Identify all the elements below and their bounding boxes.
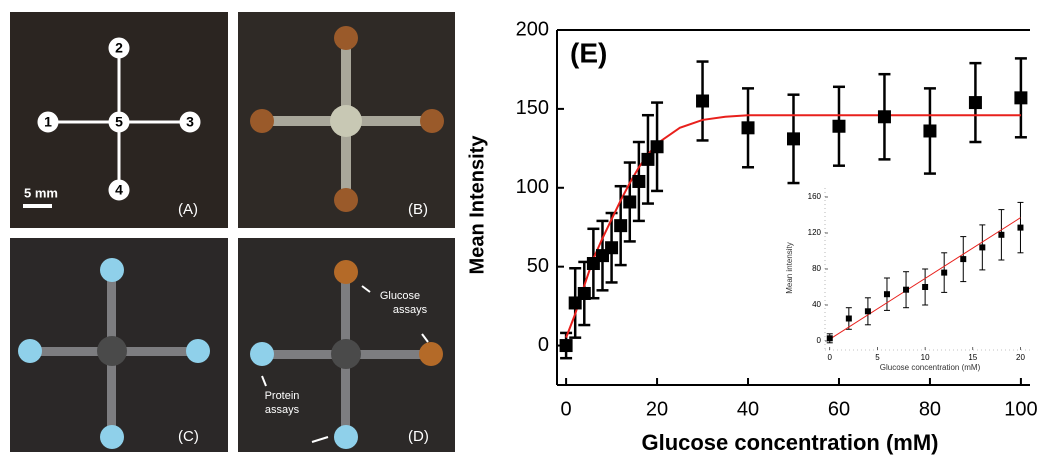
panel-label: (D) — [408, 428, 429, 445]
data-point — [641, 153, 654, 166]
y-tick-label: 0 — [538, 334, 549, 356]
x-tick-label: 60 — [828, 398, 850, 420]
data-point — [941, 270, 947, 276]
panel-b: (B) — [238, 12, 455, 228]
x-tick-label: 0 — [828, 353, 833, 362]
y-tick-label: 120 — [808, 228, 822, 237]
x-tick-label: 0 — [561, 398, 572, 420]
zone-number: 1 — [44, 114, 52, 130]
y-tick-label: 0 — [817, 336, 822, 345]
fit-line — [830, 218, 1021, 340]
x-tick-label: 100 — [1004, 398, 1037, 420]
zone — [250, 342, 274, 366]
zone — [334, 260, 358, 284]
data-point — [696, 95, 709, 108]
panel-label: (A) — [178, 201, 198, 218]
x-tick-label: 5 — [875, 353, 880, 362]
x-tick-label: 40 — [737, 398, 759, 420]
scale-label: 5 mm — [24, 185, 58, 200]
zone-number: 4 — [115, 182, 123, 198]
data-point — [623, 195, 636, 208]
zone — [331, 339, 361, 369]
data-point — [742, 121, 755, 134]
y-tick-label: 200 — [516, 18, 549, 40]
zone — [420, 109, 444, 133]
data-point — [832, 120, 845, 133]
data-point — [605, 241, 618, 254]
data-point — [1014, 91, 1027, 104]
figure: 1 2 3 4 5 5 mm (A) (B) — [0, 0, 1041, 456]
y-tick-label: 80 — [812, 264, 821, 273]
panel-a: 1 2 3 4 5 5 mm (A) — [10, 12, 228, 228]
data-point — [787, 132, 800, 145]
zone — [100, 425, 124, 449]
data-point — [969, 96, 982, 109]
data-point — [923, 124, 936, 137]
data-point — [632, 175, 645, 188]
data-point — [884, 291, 890, 297]
zone — [334, 425, 358, 449]
panel-c: (C) — [10, 238, 228, 452]
zone — [97, 336, 127, 366]
data-point — [614, 219, 627, 232]
data-point — [865, 308, 871, 314]
annotation: Protein — [265, 390, 300, 402]
data-point — [1017, 225, 1023, 231]
zone — [419, 342, 443, 366]
x-tick-label: 20 — [1016, 353, 1025, 362]
zone — [334, 188, 358, 212]
data-point — [998, 232, 1004, 238]
zone-number: 2 — [115, 40, 123, 56]
y-tick-label: 160 — [808, 192, 822, 201]
panel-d: Glucose assays Protein assays (D) — [238, 238, 455, 452]
zone-number: 3 — [186, 114, 194, 130]
data-point — [922, 284, 928, 290]
x-axis-label: Glucose concentration (mM) — [641, 430, 938, 455]
inset-x-label: Glucose concentration (mM) — [880, 363, 981, 372]
annotation: assays — [393, 304, 428, 316]
panel-label: (B) — [408, 201, 428, 218]
x-tick-label: 20 — [646, 398, 668, 420]
y-tick-label: 150 — [516, 97, 549, 119]
y-axis-label: Mean Intensity — [466, 135, 488, 275]
x-tick-label: 15 — [968, 353, 977, 362]
data-point — [846, 316, 852, 322]
chart-title: (E) — [570, 37, 607, 68]
panel-label: (C) — [178, 428, 199, 445]
zone-number: 5 — [115, 114, 123, 130]
zone — [186, 339, 210, 363]
annotation: assays — [265, 404, 300, 416]
data-point — [979, 244, 985, 250]
data-point — [903, 287, 909, 293]
zone — [330, 105, 362, 137]
annotation: Glucose — [380, 290, 420, 302]
y-tick-label: 50 — [527, 255, 549, 277]
zone — [100, 258, 124, 282]
x-tick-label: 10 — [921, 353, 930, 362]
y-tick-label: 40 — [812, 300, 821, 309]
data-point — [578, 287, 591, 300]
y-tick-label: 100 — [516, 176, 549, 198]
data-point — [651, 140, 664, 153]
x-tick-label: 80 — [919, 398, 941, 420]
data-point — [960, 256, 966, 262]
inset-y-label: Mean intensity — [785, 242, 794, 294]
zone — [18, 339, 42, 363]
data-point — [878, 110, 891, 123]
data-point — [827, 335, 833, 341]
data-point — [560, 339, 573, 352]
zone — [250, 109, 274, 133]
zone — [334, 26, 358, 50]
